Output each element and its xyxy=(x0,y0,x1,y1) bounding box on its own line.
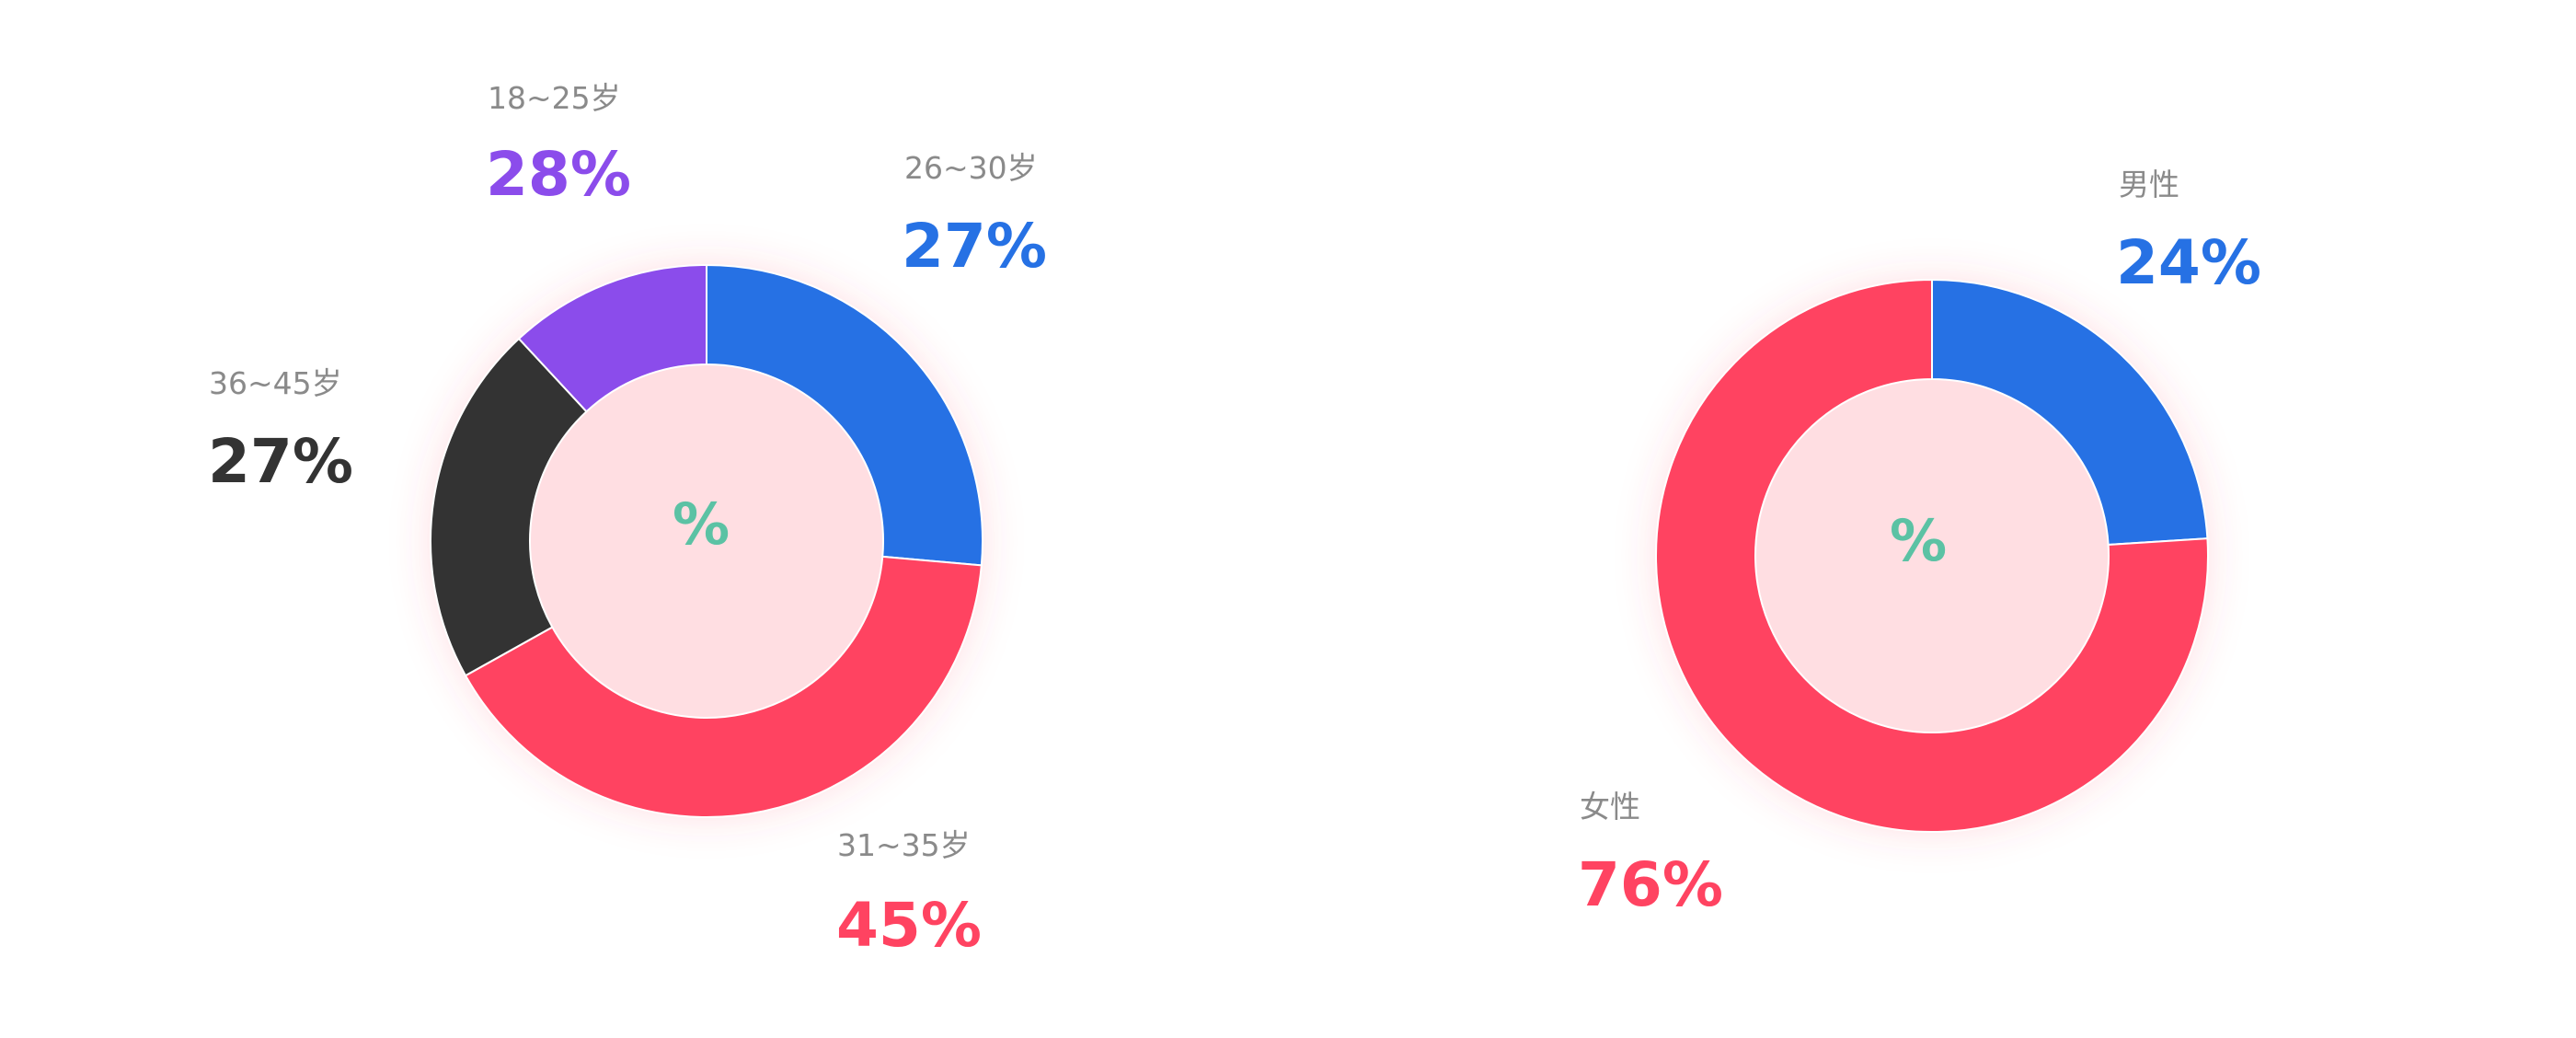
gender-slice-0 xyxy=(1931,278,2209,547)
gender-donut-slices xyxy=(1655,278,2209,833)
age-label-26-30: 26~30岁 xyxy=(904,150,1038,186)
age-value-31-35: 45% xyxy=(836,890,982,961)
age-label-18-25: 18~25岁 xyxy=(488,80,621,116)
age-slice-31-35 xyxy=(464,555,983,818)
age-value-36-45: 27% xyxy=(208,426,353,497)
age-slice-26-30 xyxy=(706,263,983,567)
age-label-31-35: 31~35岁 xyxy=(837,827,971,863)
gender-value-female: 76% xyxy=(1578,849,1723,920)
age-slice-18-25 xyxy=(517,263,707,413)
age-slice-36-45 xyxy=(430,337,588,677)
age-center-percent: % xyxy=(673,490,730,558)
gender-value-male: 24% xyxy=(2116,227,2261,298)
age-donut-chart: % 18~25岁 28% 26~30岁 27% 36~45岁 27% 31~35… xyxy=(208,80,1047,961)
gender-donut-chart: % 男性 24% 女性 76% xyxy=(1578,167,2261,920)
age-value-18-25: 28% xyxy=(486,139,631,210)
gender-label-male: 男性 xyxy=(2119,167,2179,202)
gender-slice-1 xyxy=(1655,278,2209,833)
gender-label-female: 女性 xyxy=(1580,789,1640,825)
age-value-26-30: 27% xyxy=(902,211,1047,282)
age-donut-slices xyxy=(430,263,983,818)
age-label-36-45: 36~45岁 xyxy=(209,365,342,401)
gender-center-percent: % xyxy=(1890,507,1947,574)
